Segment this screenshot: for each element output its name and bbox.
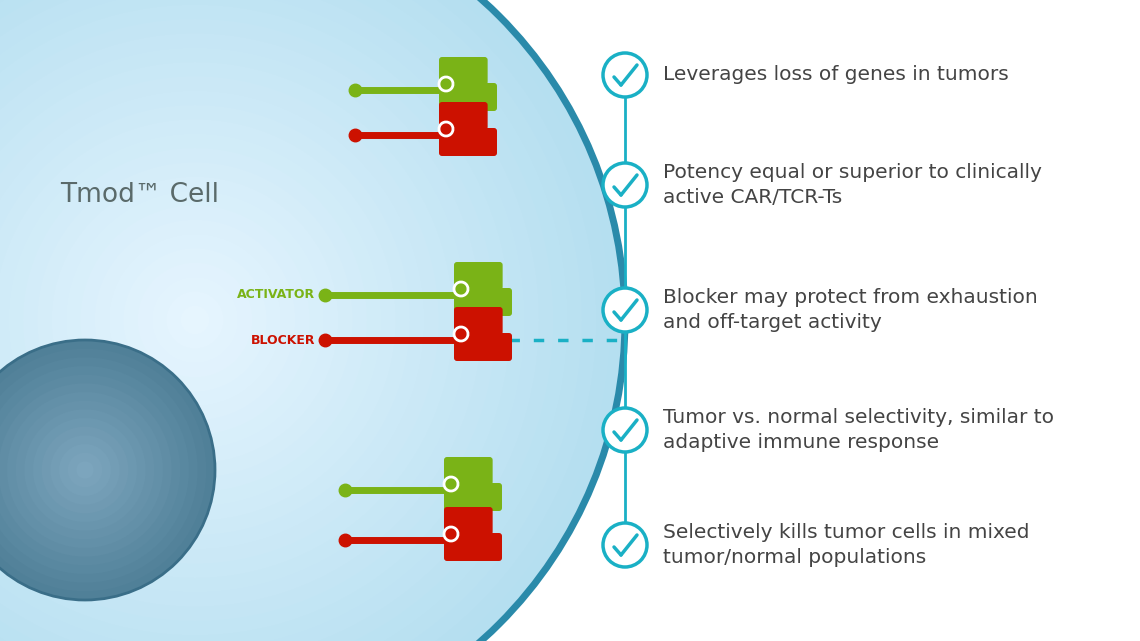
Text: Blocker may protect from exhaustion
and off-target activity: Blocker may protect from exhaustion and … xyxy=(663,288,1037,333)
Ellipse shape xyxy=(0,357,197,583)
FancyBboxPatch shape xyxy=(443,533,502,561)
Circle shape xyxy=(603,288,648,332)
FancyBboxPatch shape xyxy=(439,83,497,111)
FancyBboxPatch shape xyxy=(454,262,503,290)
Ellipse shape xyxy=(50,435,120,504)
Ellipse shape xyxy=(0,0,596,641)
Ellipse shape xyxy=(0,0,611,641)
FancyBboxPatch shape xyxy=(439,102,488,130)
Ellipse shape xyxy=(23,148,367,492)
Ellipse shape xyxy=(0,366,189,574)
Text: ACTIVATOR: ACTIVATOR xyxy=(237,288,315,301)
Circle shape xyxy=(603,408,648,452)
Ellipse shape xyxy=(42,427,129,513)
Ellipse shape xyxy=(152,277,238,363)
Ellipse shape xyxy=(33,418,137,522)
Ellipse shape xyxy=(0,0,524,641)
Ellipse shape xyxy=(38,162,352,478)
Ellipse shape xyxy=(9,134,382,506)
FancyBboxPatch shape xyxy=(454,288,512,316)
Ellipse shape xyxy=(0,4,511,635)
Text: Selectively kills tumor cells in mixed
tumor/normal populations: Selectively kills tumor cells in mixed t… xyxy=(663,522,1029,567)
Ellipse shape xyxy=(16,401,154,539)
Ellipse shape xyxy=(67,453,103,487)
Ellipse shape xyxy=(0,119,396,520)
Ellipse shape xyxy=(51,177,339,463)
Ellipse shape xyxy=(0,0,625,641)
Ellipse shape xyxy=(123,248,267,392)
Ellipse shape xyxy=(0,383,172,556)
Ellipse shape xyxy=(66,191,324,449)
Ellipse shape xyxy=(0,33,482,606)
Ellipse shape xyxy=(59,444,111,496)
FancyBboxPatch shape xyxy=(454,307,503,335)
Ellipse shape xyxy=(7,392,163,548)
Ellipse shape xyxy=(0,90,424,549)
Circle shape xyxy=(603,163,648,207)
Text: Leverages loss of genes in tumors: Leverages loss of genes in tumors xyxy=(663,65,1009,85)
Ellipse shape xyxy=(180,306,210,335)
FancyBboxPatch shape xyxy=(443,483,502,511)
FancyBboxPatch shape xyxy=(454,333,512,361)
FancyBboxPatch shape xyxy=(439,57,488,85)
Ellipse shape xyxy=(0,19,496,621)
Ellipse shape xyxy=(0,0,583,641)
Ellipse shape xyxy=(76,462,93,479)
FancyBboxPatch shape xyxy=(443,507,492,535)
Ellipse shape xyxy=(0,105,410,535)
Ellipse shape xyxy=(166,291,223,349)
Text: BLOCKER: BLOCKER xyxy=(251,333,315,347)
Ellipse shape xyxy=(0,47,467,592)
Text: Tumor vs. normal selectivity, similar to
adaptive immune response: Tumor vs. normal selectivity, similar to… xyxy=(663,408,1054,453)
Ellipse shape xyxy=(95,220,295,420)
Ellipse shape xyxy=(80,205,310,435)
Ellipse shape xyxy=(0,349,206,592)
Text: Potency equal or superior to clinically
active CAR/TCR-Ts: Potency equal or superior to clinically … xyxy=(663,163,1042,208)
Circle shape xyxy=(603,53,648,97)
Ellipse shape xyxy=(0,0,568,641)
Ellipse shape xyxy=(0,375,180,565)
Ellipse shape xyxy=(0,0,539,641)
FancyBboxPatch shape xyxy=(439,128,497,156)
Ellipse shape xyxy=(138,263,252,378)
Text: Tmod™ Cell: Tmod™ Cell xyxy=(60,182,219,208)
Ellipse shape xyxy=(0,76,439,563)
Circle shape xyxy=(603,523,648,567)
Ellipse shape xyxy=(109,234,280,406)
Ellipse shape xyxy=(0,340,215,600)
Ellipse shape xyxy=(0,62,453,578)
Ellipse shape xyxy=(0,0,553,641)
Ellipse shape xyxy=(24,410,146,531)
FancyBboxPatch shape xyxy=(443,457,492,485)
